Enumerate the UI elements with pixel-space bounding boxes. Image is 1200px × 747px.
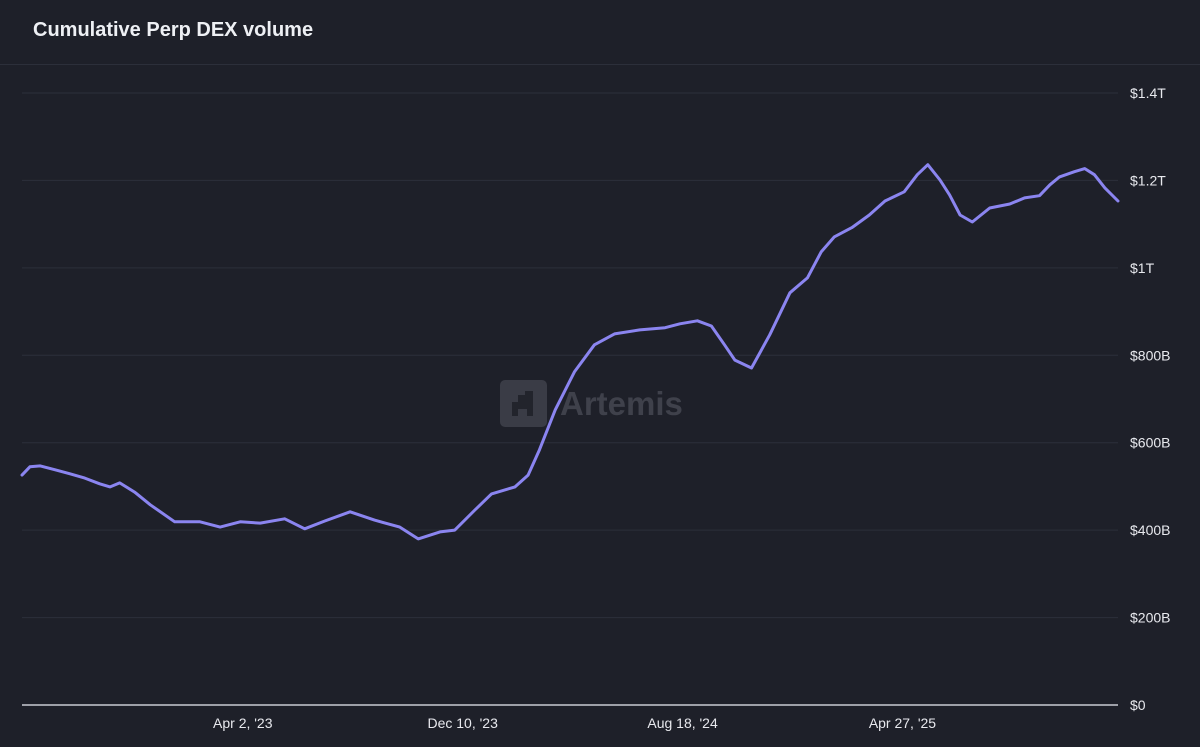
- artemis-logo-icon: [500, 380, 547, 427]
- y-tick-label: $1T: [1130, 260, 1155, 276]
- series-line: [20, 163, 1120, 541]
- artemis-watermark: Artemis: [500, 380, 683, 427]
- y-tick-label: $600B: [1130, 435, 1170, 451]
- y-tick-label: $1.4T: [1130, 85, 1166, 101]
- watermark-text: Artemis: [560, 384, 683, 422]
- chart-title: Cumulative Perp DEX volume: [33, 19, 314, 41]
- header-divider: [0, 64, 1200, 65]
- x-tick-label: Aug 18, '24: [647, 715, 718, 731]
- x-tick-label: Apr 2, '23: [213, 715, 273, 731]
- y-tick-label: $1.2T: [1130, 172, 1166, 188]
- y-tick-label: $400B: [1130, 522, 1170, 538]
- x-tick-label: Dec 10, '23: [427, 715, 498, 731]
- y-tick-label: $200B: [1130, 610, 1170, 626]
- x-tick-label: Apr 27, '25: [869, 715, 936, 731]
- y-tick-label: $800B: [1130, 347, 1170, 363]
- y-tick-label: $0: [1130, 697, 1146, 713]
